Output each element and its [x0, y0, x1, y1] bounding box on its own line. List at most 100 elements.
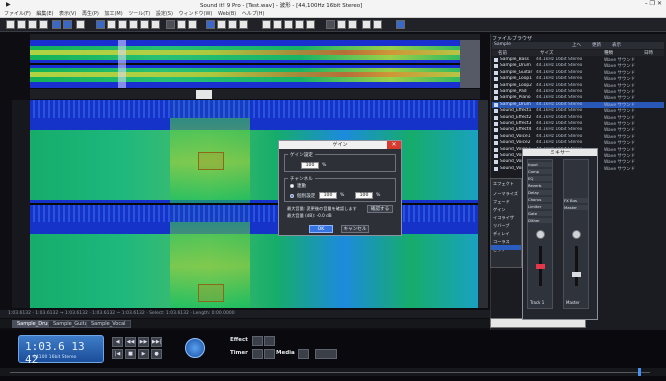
timer-settings-icon[interactable]	[264, 349, 275, 359]
selection-highlight-top[interactable]	[198, 152, 224, 170]
redo-icon[interactable]	[107, 20, 116, 29]
file-browser-path[interactable]: Sample	[494, 42, 511, 47]
check-button[interactable]: 確認する	[367, 205, 393, 213]
file-row[interactable]: Sample_Bass 44.1kHz 16bit Stereo Wave サウンド	[492, 57, 664, 63]
effect-item-0[interactable]: エフェクト	[493, 181, 514, 186]
mixer-master-slot-1[interactable]: Master	[564, 205, 588, 210]
overview-waveform[interactable]	[30, 40, 480, 88]
fast-forward-button[interactable]: ▶▶	[138, 337, 149, 347]
effect-toggle-icon[interactable]	[252, 336, 263, 346]
effect-next-icon[interactable]	[264, 336, 275, 346]
ok-button[interactable]: OK	[309, 225, 333, 233]
folder-up-button[interactable]: 上へ	[572, 43, 581, 48]
effect-item-7[interactable]: コーラス	[493, 239, 510, 244]
file-row[interactable]: Sound_Voice2 44.1kHz 16bit Stereo Wave サウン…	[492, 140, 664, 146]
fader-handle-track[interactable]	[536, 264, 545, 269]
mixer-slot-1[interactable]: Comp	[528, 169, 552, 174]
spectrogram-view[interactable]	[30, 100, 478, 308]
jog-dial-button[interactable]	[185, 338, 205, 358]
loop-icon[interactable]	[166, 20, 175, 29]
effect-item-6[interactable]: ディレイ	[493, 231, 510, 236]
effect-item-1[interactable]: ノーマライズ	[493, 191, 518, 196]
pencil-tool-icon[interactable]	[217, 20, 226, 29]
file-row[interactable]: Sound_Effect3 44.1kHz 16bit Stereo Wave サウ…	[492, 121, 664, 127]
media-icon[interactable]	[298, 349, 309, 359]
view-mode-button[interactable]: 表示	[612, 43, 621, 48]
copy-icon[interactable]	[63, 20, 72, 29]
mixer-slot-2[interactable]: EQ	[528, 176, 552, 181]
mixer-slot-0[interactable]: Input	[528, 162, 552, 167]
mixer-slot-6[interactable]: Limiter	[528, 204, 552, 209]
file-row[interactable]: Sound_Effect2 44.1kHz 16bit Stereo Wave サウ…	[492, 115, 664, 121]
mixer-icon[interactable]	[326, 20, 335, 29]
zoom-fit-icon[interactable]	[140, 20, 149, 29]
timer-clock-icon[interactable]	[252, 349, 263, 359]
scrub-tool-icon[interactable]	[228, 20, 237, 29]
spectrum-icon[interactable]	[177, 20, 186, 29]
column-type[interactable]: 種類	[604, 51, 613, 56]
gain-input[interactable]: 100	[301, 162, 319, 169]
go-to-end-button[interactable]: ▶▶|	[151, 337, 162, 347]
position-slider-handle[interactable]	[638, 368, 641, 376]
pan-knob-master[interactable]	[572, 230, 581, 239]
hand-tool-icon[interactable]	[239, 20, 248, 29]
paste-icon[interactable]	[76, 20, 85, 29]
menu-view[interactable]: 表示(V)	[59, 11, 77, 17]
menu-edit[interactable]: 編集(E)	[36, 11, 54, 17]
menu-settings[interactable]: 設定(S)	[155, 11, 173, 17]
left-channel-input[interactable]: 100	[319, 192, 337, 199]
right-channel-input[interactable]: 100	[355, 192, 373, 199]
file-row[interactable]: Sample_Drum 44.1kHz 16bit Stereo Wave サウンド	[492, 63, 664, 69]
file-row[interactable]: Sound_Effect4 44.1kHz 16bit Stereo Wave サウ…	[492, 127, 664, 133]
stop-button[interactable]: ■	[125, 349, 136, 359]
analyze-icon[interactable]	[348, 20, 357, 29]
undo-icon[interactable]	[96, 20, 105, 29]
file-row[interactable]: Sound_Voice1 44.1kHz 16bit Stereo Wave サウン…	[492, 134, 664, 140]
mixer-slot-3[interactable]: Reverb	[528, 183, 552, 188]
column-size[interactable]: サイズ	[540, 51, 554, 56]
overview-selection[interactable]	[118, 40, 126, 88]
go-to-start-button[interactable]: |◀	[112, 349, 123, 359]
playhead-marker[interactable]	[196, 90, 212, 99]
select-tool-icon[interactable]	[206, 20, 215, 29]
menu-help[interactable]: ヘルプ(H)	[241, 11, 265, 17]
normalize-icon[interactable]	[262, 20, 271, 29]
mixer-slot-5[interactable]: Chorus	[528, 197, 552, 202]
menu-web[interactable]: Web(B)	[217, 11, 237, 17]
menu-process[interactable]: 加工(M)	[104, 11, 123, 17]
refresh-button[interactable]: 更新	[592, 43, 601, 48]
effect-item-4[interactable]: イコライザ	[493, 215, 514, 220]
close-icon[interactable]: ✕	[387, 141, 401, 149]
zoom-in-icon[interactable]	[118, 20, 127, 29]
effect-selection[interactable]	[491, 245, 521, 250]
fader-master[interactable]	[575, 246, 578, 286]
menu-play[interactable]: 再生(P)	[81, 11, 99, 17]
file-row[interactable]: Sample_Pad 44.1kHz 16bit Stereo Wave サウンド	[492, 89, 664, 95]
effect-icon[interactable]	[337, 20, 346, 29]
mixer-slot-8[interactable]: Dither	[528, 218, 552, 223]
zoom-out-icon[interactable]	[129, 20, 138, 29]
cd-icon[interactable]	[373, 20, 382, 29]
file-row[interactable]: Sample_Drum 44.1kHz 16bit Stereo Wave サウンド	[492, 101, 664, 109]
overview-scroll-area[interactable]	[460, 40, 480, 88]
tab-sample-vocal[interactable]: Sample_Vocal	[86, 320, 131, 328]
mixer-master-slot-0[interactable]: FX Bus	[564, 198, 588, 203]
marker-icon[interactable]	[151, 20, 160, 29]
file-row[interactable]: Sample_Loop2 44.1kHz 16bit Stereo Wave サウン…	[492, 83, 664, 89]
record-button[interactable]: ●	[151, 349, 162, 359]
new-file-icon[interactable]	[6, 20, 15, 29]
linked-radio[interactable]	[290, 184, 294, 188]
reverse-icon[interactable]	[306, 20, 315, 29]
play-button[interactable]: ▶	[138, 349, 149, 359]
timeline-ruler[interactable]	[30, 89, 480, 99]
print-icon[interactable]	[39, 20, 48, 29]
separate-radio[interactable]	[290, 194, 294, 198]
menu-window[interactable]: ウィンドウ(W)	[178, 11, 213, 17]
effect-item-5[interactable]: リバーブ	[493, 223, 510, 228]
vertical-scrollbar[interactable]	[478, 100, 488, 308]
file-row[interactable]: Sample_Guitar 44.1kHz 16bit Stereo Wave サウ…	[492, 70, 664, 76]
selection-highlight-bottom[interactable]	[198, 284, 224, 302]
effect-item-2[interactable]: フェード	[493, 199, 510, 204]
column-date[interactable]: 日時	[644, 51, 653, 56]
file-row[interactable]: Sample_Piano 44.1kHz 16bit Stereo Wave サウン…	[492, 95, 664, 101]
